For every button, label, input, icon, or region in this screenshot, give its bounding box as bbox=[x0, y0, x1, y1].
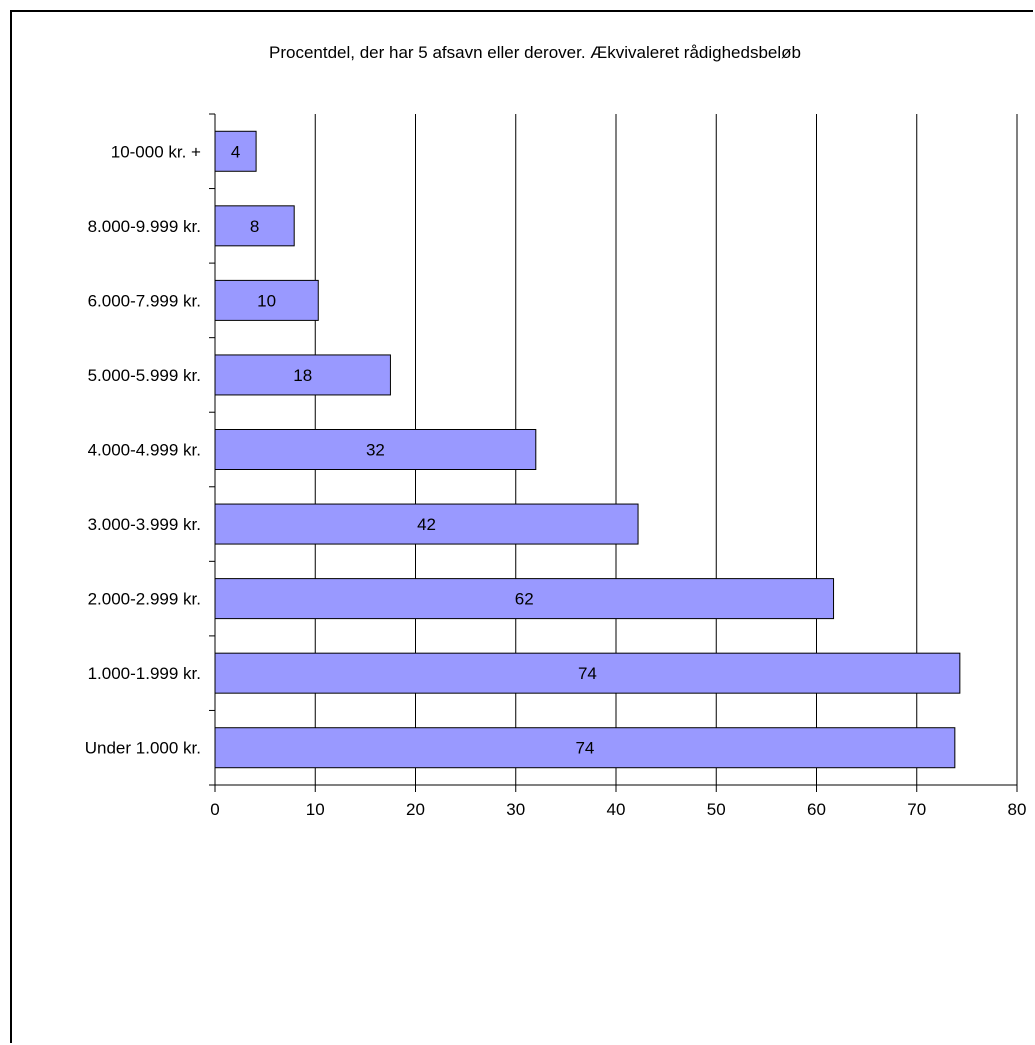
data-label-8: 74 bbox=[575, 739, 594, 758]
bar-1 bbox=[214, 205, 295, 247]
category-label-8: Under 1.000 kr. bbox=[85, 739, 201, 758]
bar-8 bbox=[214, 727, 956, 769]
bar-5 bbox=[214, 503, 639, 545]
x-tick-label-0: 0 bbox=[210, 800, 219, 819]
bar-6 bbox=[214, 578, 835, 620]
labels: 0 10 20 30 40 50 60 70 80 4 10-000 kr. + 8 8.000-9.9… bbox=[85, 142, 1027, 819]
data-label-6: 62 bbox=[515, 590, 534, 609]
data-label-3: 18 bbox=[293, 366, 312, 385]
x-tick-label-40: 40 bbox=[607, 800, 626, 819]
data-label-4: 32 bbox=[366, 441, 385, 460]
bar-4 bbox=[214, 429, 537, 470]
x-tick-label-10: 10 bbox=[306, 800, 325, 819]
x-tick-label-20: 20 bbox=[406, 800, 425, 819]
category-label-7: 1.000-1.999 kr. bbox=[88, 664, 201, 683]
category-label-2: 6.000-7.999 kr. bbox=[88, 291, 201, 310]
data-label-5: 42 bbox=[417, 515, 436, 534]
data-label-0: 4 bbox=[231, 142, 240, 161]
bar-3 bbox=[214, 354, 391, 396]
x-tick-label-80: 80 bbox=[1008, 800, 1027, 819]
category-label-0: 10-000 kr. + bbox=[111, 142, 201, 161]
chart-title: Procentdel, der har 5 afsavn eller derov… bbox=[269, 43, 801, 62]
bars bbox=[214, 130, 961, 769]
data-label-1: 8 bbox=[250, 217, 259, 236]
x-tick-label-70: 70 bbox=[907, 800, 926, 819]
category-label-6: 2.000-2.999 kr. bbox=[88, 590, 201, 609]
bar-chart: Procentdel, der har 5 afsavn eller derov… bbox=[85, 43, 1027, 819]
chart-frame: Procentdel, der har 5 afsavn eller derov… bbox=[10, 10, 1033, 1043]
bar-7 bbox=[214, 652, 961, 694]
x-tick-label-50: 50 bbox=[707, 800, 726, 819]
x-tick-label-60: 60 bbox=[807, 800, 826, 819]
data-label-2: 10 bbox=[257, 291, 276, 310]
category-label-3: 5.000-5.999 kr. bbox=[88, 366, 201, 385]
category-label-4: 4.000-4.999 kr. bbox=[88, 441, 201, 460]
data-label-7: 74 bbox=[578, 664, 597, 683]
bar-2 bbox=[214, 279, 319, 321]
x-tick-label-30: 30 bbox=[506, 800, 525, 819]
category-label-5: 3.000-3.999 kr. bbox=[88, 515, 201, 534]
axes bbox=[209, 113, 1018, 792]
category-label-1: 8.000-9.999 kr. bbox=[88, 217, 201, 236]
